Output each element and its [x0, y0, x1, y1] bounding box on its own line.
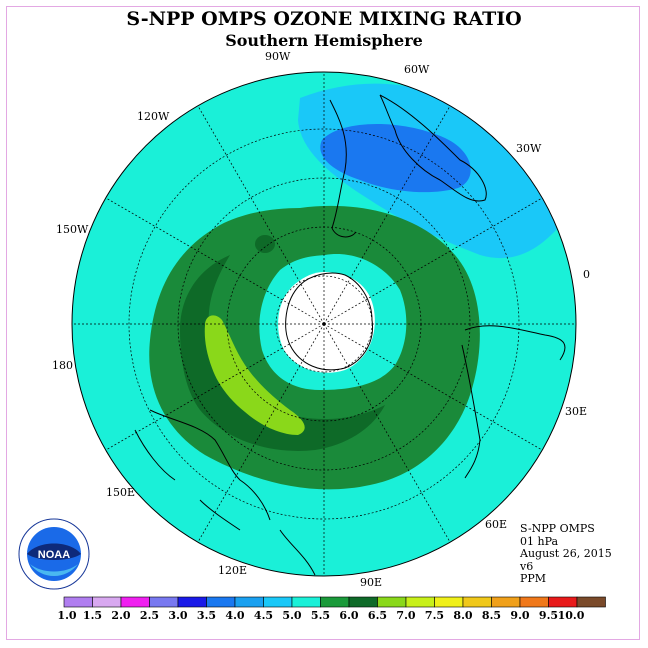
lon-label-150w: 150W	[56, 223, 89, 236]
info-block: S-NPP OMPS 01 hPa August 26, 2015 v6 PPM	[520, 522, 612, 586]
colorbar-swatch	[234, 596, 264, 608]
colorbar-swatch	[348, 596, 378, 608]
colorbar-tick-label: 4.5	[254, 609, 273, 622]
polar-night-region	[278, 272, 375, 373]
colorbar-tick-label: 1.5	[83, 609, 102, 622]
colorbar-tick-label: 8.0	[453, 609, 472, 622]
map-subtitle: Southern Hemisphere	[225, 31, 423, 50]
colorbar-swatch	[405, 596, 435, 608]
colorbar-swatch	[434, 596, 464, 608]
colorbar-labels: 1.0 1.5 2.0 2.5 3.0 3.5 4.0 4.5 5.0 5.5 6.0 6.5 7.0 7…	[57, 609, 584, 622]
graticule-meridians	[72, 72, 576, 576]
colorbar-tick-label: 3.0	[168, 609, 187, 622]
colorbar-swatch	[177, 596, 207, 608]
colorbar-swatch	[519, 596, 549, 608]
colorbar-swatch	[548, 596, 578, 608]
colorbar-swatch	[63, 596, 93, 608]
lon-label-0: 0	[583, 268, 590, 281]
info-level: 01 hPa	[520, 534, 559, 548]
ozone-field-spot	[255, 235, 275, 253]
info-version: v6	[520, 559, 534, 573]
info-date: August 26, 2015	[520, 547, 612, 560]
colorbar-swatches	[63, 596, 606, 608]
colorbar-swatch	[491, 596, 521, 608]
colorbar-swatch	[462, 596, 492, 608]
coastlines	[134, 94, 566, 576]
colorbar-swatch	[263, 596, 293, 608]
lon-label-90e: 90E	[360, 576, 382, 589]
colorbar-swatch	[92, 596, 122, 608]
colorbar-tick-label: 9.5	[539, 609, 558, 622]
colorbar-tick-label: 3.5	[197, 609, 216, 622]
info-units: PPM	[520, 572, 547, 585]
noaa-logo-icon: NOAA	[18, 518, 90, 590]
colorbar-tick-label: 6.5	[368, 609, 387, 622]
info-instrument: S-NPP OMPS	[520, 522, 595, 535]
colorbar-tick-label: 9.0	[510, 609, 529, 622]
colorbar-swatch	[576, 596, 606, 608]
map-boundary	[71, 71, 577, 577]
lon-label-120w: 120W	[137, 110, 170, 123]
colorbar-tick-label: 7.5	[425, 609, 444, 622]
logo-text: NOAA	[38, 549, 70, 561]
colorbar-swatch	[120, 596, 150, 608]
ozone-field-5-5	[180, 255, 385, 451]
lon-label-30e: 30E	[565, 405, 587, 418]
south-pole-marker	[322, 322, 326, 326]
colorbar-tick-label: 1.0	[57, 609, 76, 622]
figure-border	[6, 6, 640, 640]
lon-label-150e: 150E	[106, 486, 135, 499]
lon-label-120e: 120E	[218, 564, 247, 577]
colorbar-tick-label: 5.0	[282, 609, 301, 622]
lon-label-60w: 60W	[404, 63, 430, 76]
colorbar-tick-label: 7.0	[396, 609, 415, 622]
colorbar-tick-label: 5.5	[311, 609, 330, 622]
lon-label-30w: 30W	[516, 142, 542, 155]
longitude-labels: 90W 60W 30W 0 30E 60E 90E 120E 150E 180 …	[52, 50, 590, 589]
colorbar-swatch	[377, 596, 407, 608]
colorbar-swatch	[206, 596, 236, 608]
colorbar-tick-label: 8.5	[482, 609, 501, 622]
colorbar-tick-label: 6.0	[339, 609, 358, 622]
colorbar-tick-label: 4.0	[225, 609, 244, 622]
colorbar-tick-label: 10.0	[558, 609, 585, 622]
colorbar-swatch	[291, 596, 321, 608]
lon-label-180: 180	[52, 359, 73, 372]
colorbar-tick-label: 2.0	[111, 609, 130, 622]
lon-label-60e: 60E	[485, 518, 507, 531]
lon-label-90w: 90W	[265, 50, 291, 63]
ozone-field-3-5	[320, 123, 471, 193]
ozone-field-6-0	[204, 315, 305, 435]
map-title: S-NPP OMPS OZONE MIXING RATIO	[126, 8, 522, 30]
colorbar-swatch	[320, 596, 350, 608]
colorbar-tick-label: 2.5	[140, 609, 159, 622]
colorbar-swatch	[149, 596, 179, 608]
